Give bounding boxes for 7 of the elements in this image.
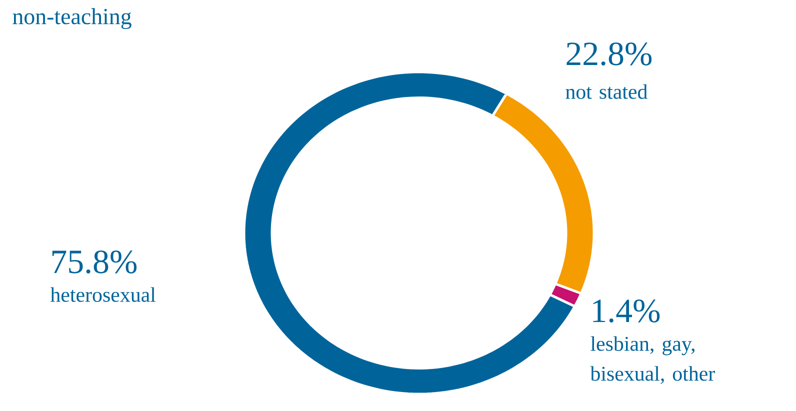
data-label: 22.8%: [566, 42, 652, 66]
slice-label: heterosexual: [50, 287, 156, 302]
slice-label: lesbian, gay, bisexual, other: [590, 336, 715, 384]
data-label: 75.8%: [52, 250, 137, 274]
chart-title: non-teaching: [12, 8, 132, 30]
slice-label: not stated: [566, 84, 648, 99]
data-label: 1.4%: [593, 299, 660, 322]
